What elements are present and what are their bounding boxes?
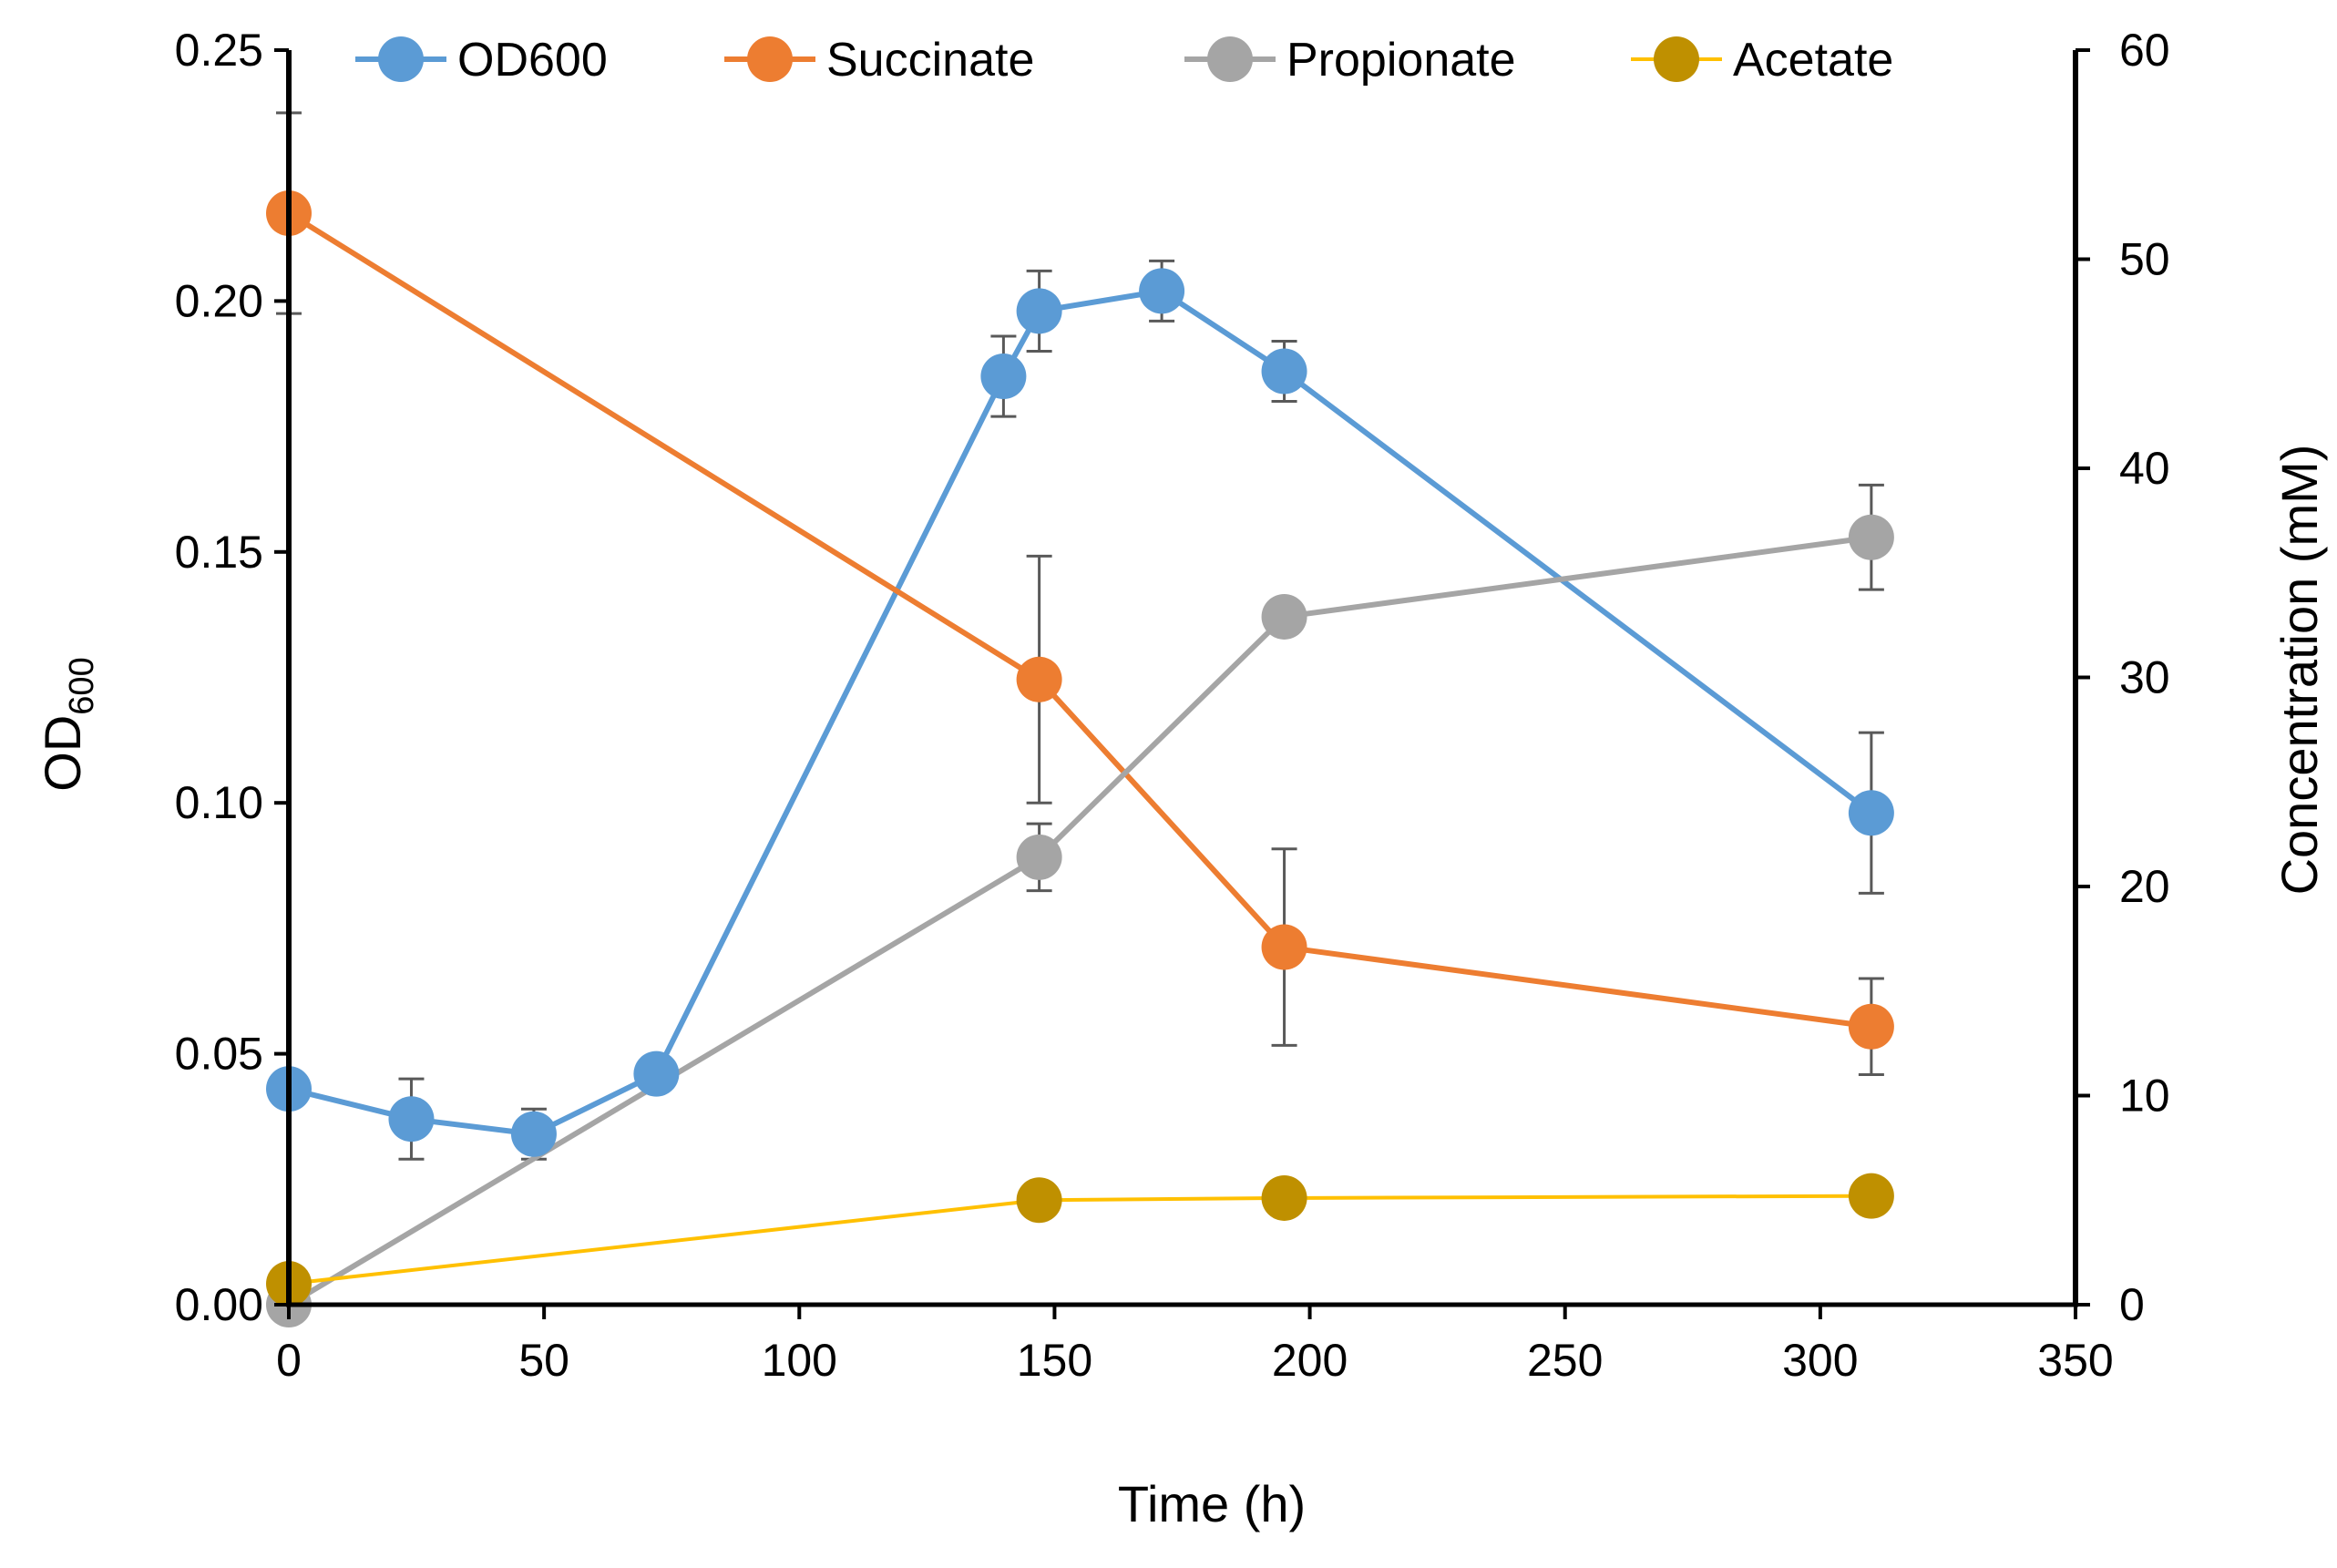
y-left-tick-label: 0.10: [175, 777, 263, 828]
y-left-title-sub: 600: [63, 657, 101, 714]
propionate-point: [1848, 514, 1894, 560]
y-left-tick-label: 0.25: [175, 25, 263, 76]
x-axis-title: Time (h): [1118, 1475, 1306, 1532]
y-left-tick-label: 0.20: [175, 275, 263, 326]
x-tick-label: 300: [1782, 1335, 1858, 1386]
y-left-tick-label: 0.00: [175, 1279, 263, 1330]
y-right-axis-title: Concentration (mM): [2270, 445, 2328, 896]
legend-succinate-marker: [747, 36, 793, 82]
legend-od600-marker: [378, 36, 424, 82]
od600-point: [980, 354, 1027, 400]
propionate-point: [1016, 834, 1062, 880]
x-tick-label: 150: [1017, 1335, 1092, 1386]
legend-propionate-label: Propionate: [1286, 34, 1516, 87]
x-tick-label: 250: [1527, 1335, 1603, 1386]
od600-line: [288, 288, 1873, 1137]
y-right-tick-label: 30: [2119, 652, 2170, 703]
od600-point: [1261, 348, 1307, 395]
od600-point: [1139, 268, 1185, 314]
legend: OD600 Succinate Propionate Acetate: [355, 34, 1893, 87]
x-tick-label: 100: [762, 1335, 837, 1386]
error-bars: [276, 111, 1884, 1161]
succinate-line: [287, 210, 1872, 1030]
acetate-line: [288, 1194, 1871, 1286]
succinate-point: [1261, 924, 1307, 970]
legend-od600-label: OD600: [457, 34, 608, 87]
y-left-title-main: OD: [34, 715, 91, 792]
legend-acetate-label: Acetate: [1733, 34, 1893, 87]
od600-point: [1848, 790, 1894, 836]
y-left-tick-label: 0.05: [175, 1029, 263, 1080]
od600-point: [633, 1050, 680, 1097]
x-tick-label: 350: [2037, 1335, 2113, 1386]
axes: [274, 48, 2090, 1319]
propionate-line: [287, 534, 1872, 1307]
x-tick-label: 200: [1272, 1335, 1348, 1386]
y-left-tick-label: 0.15: [175, 527, 263, 578]
acetate-point: [1848, 1173, 1894, 1219]
y-right-tick-label: 50: [2119, 234, 2170, 285]
propionate-point: [1261, 593, 1307, 640]
succinate-point: [1848, 1003, 1894, 1050]
od600-point: [1016, 288, 1062, 334]
y-right-tick-label: 20: [2119, 861, 2170, 912]
acetate-point: [1016, 1177, 1062, 1224]
legend-acetate-marker: [1654, 36, 1699, 82]
y-right-tick-label: 0: [2119, 1279, 2145, 1330]
y-right-tick-label: 40: [2119, 443, 2170, 494]
legend-propionate-marker: [1207, 36, 1253, 82]
series-markers: [266, 190, 1894, 1327]
x-tick-label: 0: [276, 1335, 302, 1386]
legend-succinate-label: Succinate: [826, 34, 1034, 87]
acetate-point: [1261, 1174, 1307, 1221]
tick-labels: 0 50 100 150 200 250 300 3500.000.050.100.150.2…: [175, 25, 2170, 1386]
succinate-point: [1016, 656, 1062, 702]
y-left-axis-title: OD600: [34, 657, 101, 791]
y-right-tick-label: 10: [2119, 1071, 2170, 1122]
od600-point: [510, 1111, 557, 1157]
od600-point: [388, 1096, 435, 1143]
x-tick-label: 50: [518, 1335, 569, 1386]
y-right-tick-label: 60: [2119, 25, 2170, 76]
